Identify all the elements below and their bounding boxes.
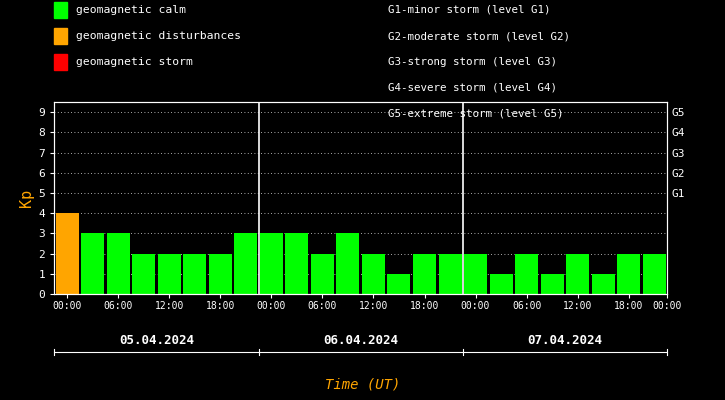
Bar (286, 233, 308, 294)
Text: geomagnetic calm: geomagnetic calm (76, 5, 186, 15)
Text: 07.04.2024: 07.04.2024 (527, 334, 602, 346)
Bar (541, 274, 563, 294)
Text: G5-extreme storm (level G5): G5-extreme storm (level G5) (388, 109, 563, 119)
Bar (107, 233, 130, 294)
Bar (643, 254, 666, 294)
Bar (387, 274, 410, 294)
Bar (81, 233, 104, 294)
Bar (56, 213, 78, 294)
Bar (489, 274, 513, 294)
Bar (158, 254, 181, 294)
Bar (311, 254, 334, 294)
Text: geomagnetic disturbances: geomagnetic disturbances (76, 31, 241, 41)
Bar (132, 254, 155, 294)
Text: Time (UT): Time (UT) (325, 378, 400, 392)
Text: 05.04.2024: 05.04.2024 (119, 334, 194, 346)
Text: G1-minor storm (level G1): G1-minor storm (level G1) (388, 5, 550, 15)
Bar (464, 254, 487, 294)
Bar (234, 233, 257, 294)
Bar (183, 254, 206, 294)
Bar (439, 254, 462, 294)
Bar (413, 254, 436, 294)
Bar (336, 233, 360, 294)
Text: geomagnetic storm: geomagnetic storm (76, 57, 193, 67)
Bar (362, 254, 385, 294)
Text: 06.04.2024: 06.04.2024 (323, 334, 398, 346)
Bar (260, 233, 283, 294)
Bar (515, 254, 538, 294)
Y-axis label: Kp: Kp (20, 189, 34, 207)
Bar (592, 274, 615, 294)
Text: G2-moderate storm (level G2): G2-moderate storm (level G2) (388, 31, 570, 41)
Text: G3-strong storm (level G3): G3-strong storm (level G3) (388, 57, 557, 67)
Text: G4-severe storm (level G4): G4-severe storm (level G4) (388, 83, 557, 93)
Bar (617, 254, 640, 294)
Bar (209, 254, 232, 294)
Bar (566, 254, 589, 294)
